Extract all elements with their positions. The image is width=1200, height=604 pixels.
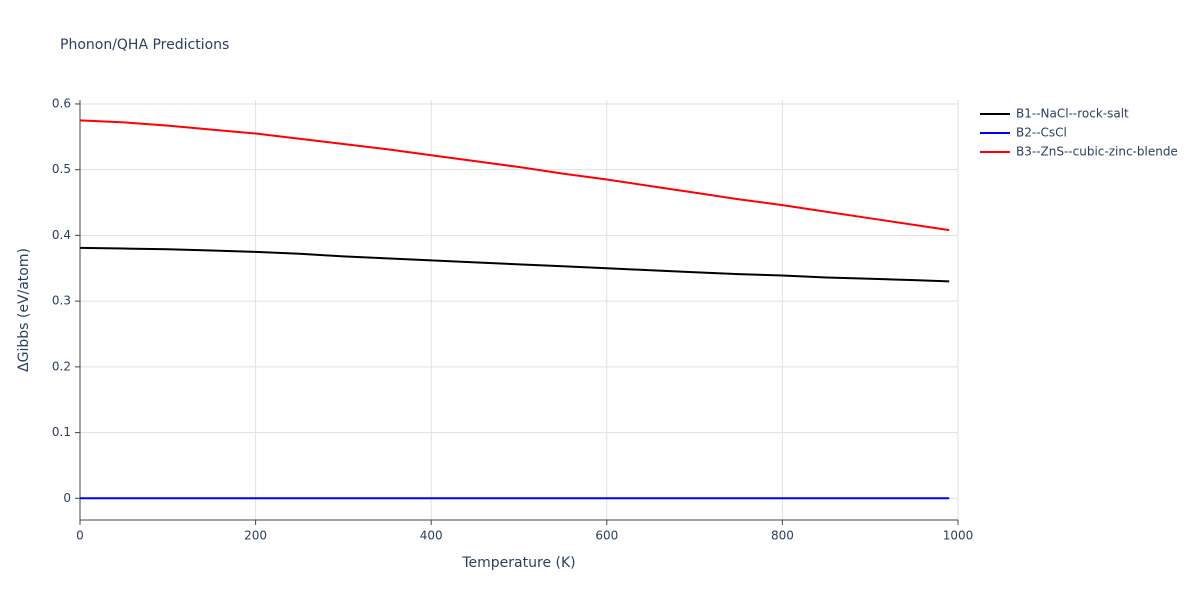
y-tick-label: 0.2 bbox=[52, 359, 71, 373]
y-tick-label: 0.4 bbox=[52, 228, 71, 242]
series-line bbox=[79, 119, 950, 232]
x-axis-title: Temperature (K) bbox=[461, 555, 575, 571]
y-tick-label: 0.5 bbox=[52, 162, 71, 176]
series-line bbox=[79, 246, 950, 283]
y-tick-label: 0.6 bbox=[52, 96, 71, 110]
y-tick-label: 0.1 bbox=[52, 425, 71, 439]
y-tick-label: 0.3 bbox=[52, 294, 71, 308]
chart-title: Phonon/QHA Predictions bbox=[60, 37, 229, 53]
y-axis-title: ΔGibbs (eV/atom) bbox=[16, 248, 32, 372]
x-tick-label: 200 bbox=[244, 529, 267, 543]
x-tick-label: 800 bbox=[771, 529, 794, 543]
x-tick-label: 600 bbox=[595, 529, 618, 543]
y-tick-label: 0 bbox=[63, 491, 71, 505]
x-tick-label: 1000 bbox=[943, 529, 974, 543]
x-tick-label: 0 bbox=[76, 529, 84, 543]
legend-label[interactable]: B3--ZnS--cubic-zinc-blende bbox=[1016, 145, 1178, 159]
legend-label[interactable]: B1--NaCl--rock-salt bbox=[1016, 107, 1129, 121]
x-tick-label: 400 bbox=[420, 529, 443, 543]
legend-label[interactable]: B2--CsCl bbox=[1016, 126, 1067, 140]
